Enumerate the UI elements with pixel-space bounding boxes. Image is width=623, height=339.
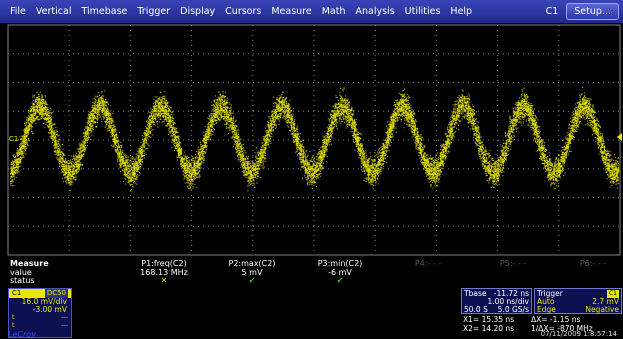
tbase-samples: 50.0 S [464, 305, 488, 314]
c1-label: C1 [12, 289, 22, 297]
menu-utilities[interactable]: Utilities [404, 6, 441, 17]
channel-offset-marker[interactable]: C1 [9, 135, 19, 143]
p2-value: 5 mV [241, 267, 263, 277]
p1-value: 168.13 MHz [140, 267, 188, 277]
cursor-x1: X1= 15.35 ns [463, 315, 515, 324]
p2-name: P2:max(C2) [228, 259, 276, 268]
tbase-rate: 5.0 GS/s [497, 305, 529, 314]
tbase-delay: -11.72 ns [493, 289, 529, 298]
trigger-level-arrow [617, 133, 622, 141]
c1-row3-left: t [12, 314, 15, 321]
grid-canvas [7, 24, 622, 256]
p3-name: P3:min(C2) [317, 259, 363, 268]
cursor-inv-dx: 1/ΔX= -870 MHz [531, 323, 593, 333]
check-icon: ✔ [248, 276, 256, 285]
trigger-mode: Auto [537, 297, 555, 306]
cursor-x2: X2= 14.20 ns [463, 323, 515, 333]
trigger-descriptor[interactable]: Trigger C1 Auto 2.7 mV Edge Negative [534, 288, 622, 314]
datetime-stamp: 07/11/2009 1:8:57:14 [540, 330, 617, 338]
c1-row3-right: --- [61, 314, 69, 321]
measure-p1[interactable]: P1:freq(C2) 168.13 MHz ✕ [124, 259, 204, 286]
menu-trigger[interactable]: Trigger [137, 6, 171, 17]
menu-cursors[interactable]: Cursors [225, 6, 262, 17]
waveform-trace-c1 [10, 86, 620, 192]
tbase-tdiv: 1.00 ns/div [487, 297, 529, 306]
brand-logo: LeCroy [8, 330, 36, 339]
trigger-type: Edge [537, 305, 556, 314]
measure-row-value-label: value [10, 267, 32, 277]
check-icon: ✔ [336, 276, 344, 285]
measure-p4[interactable]: P4:- - - [393, 259, 463, 269]
p6-name: P6:- - - [579, 259, 607, 268]
p5-name: P5:- - - [499, 259, 527, 268]
bottom-panel: C1 DC50 16.0 mV/div -3.00 mV t --- t --- T… [0, 286, 623, 339]
menu-timebase[interactable]: Timebase [81, 6, 128, 17]
menu-help[interactable]: Help [450, 6, 473, 17]
trigger-label: Trigger [537, 289, 563, 298]
c1-coupling: DC50 [44, 289, 68, 298]
menu-bar: File Vertical Timebase Trigger Display C… [0, 0, 623, 23]
measure-title[interactable]: Measure [10, 259, 49, 268]
p1-name: P1:freq(C2) [141, 259, 187, 268]
measure-p6[interactable]: P6:- - - [563, 259, 623, 269]
c1-row4-left: t [12, 322, 15, 329]
menu-analysis[interactable]: Analysis [355, 6, 395, 17]
trigger-slope: Negative [585, 305, 619, 314]
timebase-descriptor[interactable]: Tbase -11.72 ns 1.00 ns/div 50.0 S 5.0 G… [461, 288, 532, 314]
cursor-readout: X1= 15.35 ns ΔX= -1.15 ns X2= 14.20 ns 1… [463, 315, 623, 333]
cursor-dx: ΔX= -1.15 ns [531, 315, 581, 324]
menu-measure[interactable]: Measure [271, 6, 312, 17]
c1-row4-right: --- [61, 322, 69, 329]
trigger-level: 2.7 mV [592, 297, 619, 306]
menu-vertical[interactable]: Vertical [35, 6, 72, 17]
c1-vdiv: 16.0 mV/div [21, 297, 67, 306]
measure-p3[interactable]: P3:min(C2) -6 mV ✔ [300, 259, 380, 286]
tbase-label: Tbase [464, 289, 487, 298]
setup-button[interactable]: Setup... [566, 3, 619, 20]
p4-name: P4:- - - [414, 259, 442, 268]
measure-row-status-label: status [10, 276, 35, 285]
measure-p2[interactable]: P2:max(C2) 5 mV ✔ [212, 259, 292, 286]
waveform-grid[interactable]: C1 [0, 23, 623, 260]
measure-table: Measure value status P1:freq(C2) 168.13 … [0, 259, 623, 286]
warning-icon: ✕ [160, 276, 168, 285]
menu-display[interactable]: Display [180, 6, 216, 17]
menu-file[interactable]: File [10, 6, 26, 17]
trigger-source: C1 [606, 290, 619, 298]
menu-math[interactable]: Math [321, 6, 346, 17]
active-channel-indicator[interactable]: C1 [545, 6, 559, 17]
channel-descriptor-c1[interactable]: C1 DC50 16.0 mV/div -3.00 mV t --- t --- [8, 288, 72, 338]
c1-offset: -3.00 mV [32, 305, 67, 314]
p3-value: -6 mV [328, 267, 352, 277]
measure-p5[interactable]: P5:- - - [478, 259, 548, 269]
